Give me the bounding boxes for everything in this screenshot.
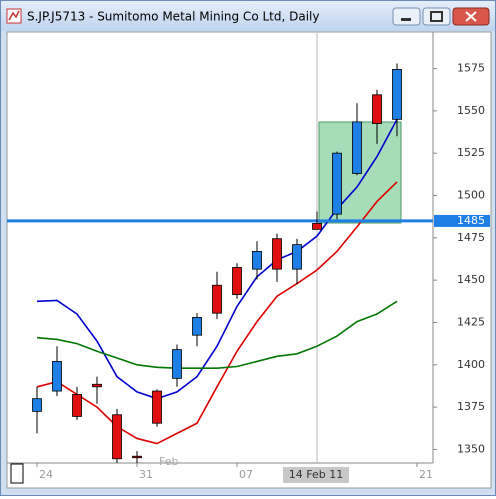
candle-body [292, 244, 302, 270]
cursor-label: 14 Feb 11 [289, 468, 343, 481]
y-tick-label: 1400 [457, 358, 485, 371]
candle-body [232, 267, 242, 295]
cursor-label-box [283, 467, 349, 483]
candle-body [32, 398, 42, 412]
x-tick-label: 07 [239, 468, 253, 481]
candle-body [352, 121, 362, 174]
window-title: S.JP.J5713 - Sumitomo Metal Mining Co Lt… [27, 10, 319, 24]
x-tick-label: 24 [39, 468, 53, 481]
moving-average [36, 181, 398, 445]
candle-body [312, 223, 322, 230]
candle-body [212, 284, 222, 314]
maximize-button[interactable] [422, 7, 451, 26]
candle-body [112, 414, 122, 460]
candle-body [72, 394, 82, 417]
candle-body [392, 68, 402, 120]
y-tick-label: 1500 [457, 189, 485, 202]
candle-body [92, 383, 102, 388]
candle-body [52, 361, 62, 392]
y-tick-label: 1525 [457, 146, 485, 159]
y-tick-label: 1450 [457, 273, 485, 286]
level-label: 1485 [457, 214, 485, 227]
scroll-box[interactable] [10, 463, 24, 484]
minimize-button[interactable] [392, 7, 421, 26]
y-tick-label: 1425 [457, 315, 485, 328]
candle-body [192, 317, 202, 336]
candle-body [272, 238, 282, 270]
candle-body [152, 390, 162, 424]
x-tick-label: 21 [419, 468, 433, 481]
close-button[interactable] [452, 7, 490, 26]
y-tick-label: 1550 [457, 104, 485, 117]
y-tick-label: 1375 [457, 400, 485, 413]
candle-body [132, 455, 142, 459]
level-label-box [434, 214, 490, 227]
y-tick-label: 1575 [457, 62, 485, 75]
moving-average [36, 300, 398, 369]
y-tick-label: 1475 [457, 231, 485, 244]
app-icon-glyph [8, 10, 20, 21]
candle-body [252, 250, 262, 270]
candle-body [172, 349, 182, 379]
x-tick-label: 31 [139, 468, 153, 481]
candle-body [332, 152, 342, 215]
candle-body [372, 94, 382, 124]
chart-area [6, 31, 492, 489]
month-label: Feb [159, 455, 178, 468]
y-tick-label: 1350 [457, 442, 485, 455]
